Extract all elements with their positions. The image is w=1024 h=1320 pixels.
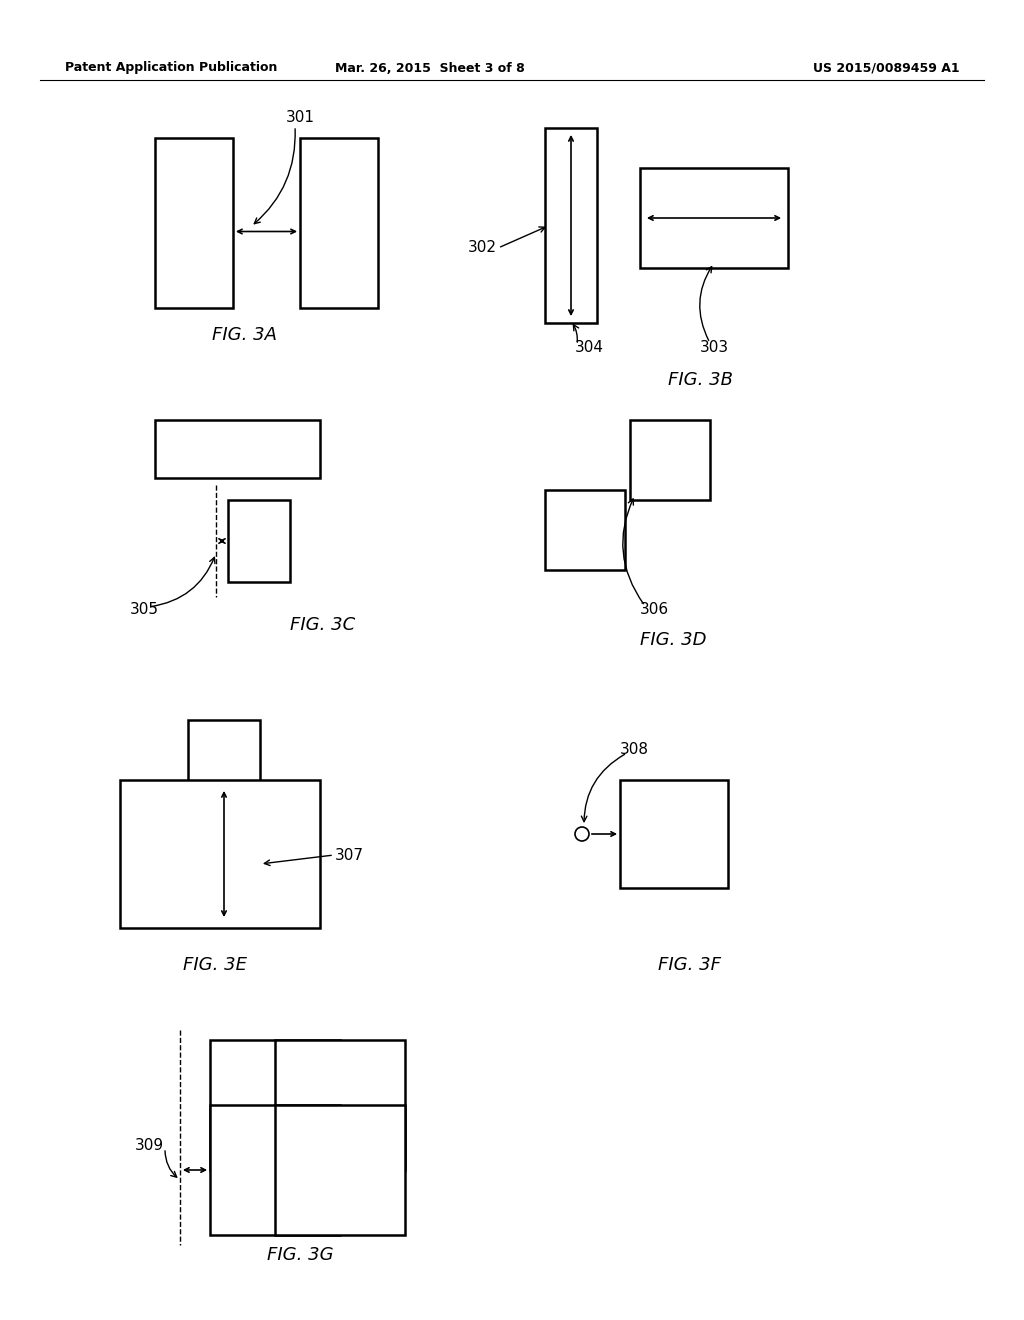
Bar bbox=[275, 1105, 406, 1236]
Text: FIG. 3A: FIG. 3A bbox=[213, 326, 278, 345]
Text: 302: 302 bbox=[468, 240, 497, 256]
Bar bbox=[188, 719, 260, 875]
Text: 301: 301 bbox=[286, 111, 314, 125]
Text: FIG. 3D: FIG. 3D bbox=[640, 631, 707, 649]
Text: FIG. 3B: FIG. 3B bbox=[668, 371, 732, 389]
Text: 304: 304 bbox=[575, 341, 604, 355]
Bar bbox=[228, 500, 290, 582]
Text: 303: 303 bbox=[700, 341, 729, 355]
Bar bbox=[155, 139, 233, 308]
Text: US 2015/0089459 A1: US 2015/0089459 A1 bbox=[813, 62, 961, 74]
Bar bbox=[210, 1105, 340, 1236]
Bar bbox=[155, 420, 319, 478]
Text: 305: 305 bbox=[130, 602, 159, 618]
Text: Patent Application Publication: Patent Application Publication bbox=[65, 62, 278, 74]
Bar bbox=[545, 490, 625, 570]
Bar bbox=[120, 780, 319, 928]
Text: FIG. 3C: FIG. 3C bbox=[290, 616, 355, 634]
Text: 308: 308 bbox=[620, 742, 649, 758]
Bar bbox=[640, 168, 788, 268]
Circle shape bbox=[575, 828, 589, 841]
Text: FIG. 3G: FIG. 3G bbox=[266, 1246, 334, 1265]
Text: FIG. 3E: FIG. 3E bbox=[183, 956, 247, 974]
Text: 309: 309 bbox=[135, 1138, 164, 1152]
Bar bbox=[300, 139, 378, 308]
Bar bbox=[275, 1040, 406, 1170]
Text: Mar. 26, 2015  Sheet 3 of 8: Mar. 26, 2015 Sheet 3 of 8 bbox=[335, 62, 525, 74]
Text: 307: 307 bbox=[335, 847, 364, 862]
Bar bbox=[210, 1040, 340, 1170]
Text: 306: 306 bbox=[640, 602, 669, 618]
Bar bbox=[630, 420, 710, 500]
Bar bbox=[620, 780, 728, 888]
Text: FIG. 3F: FIG. 3F bbox=[658, 956, 722, 974]
Bar bbox=[545, 128, 597, 323]
